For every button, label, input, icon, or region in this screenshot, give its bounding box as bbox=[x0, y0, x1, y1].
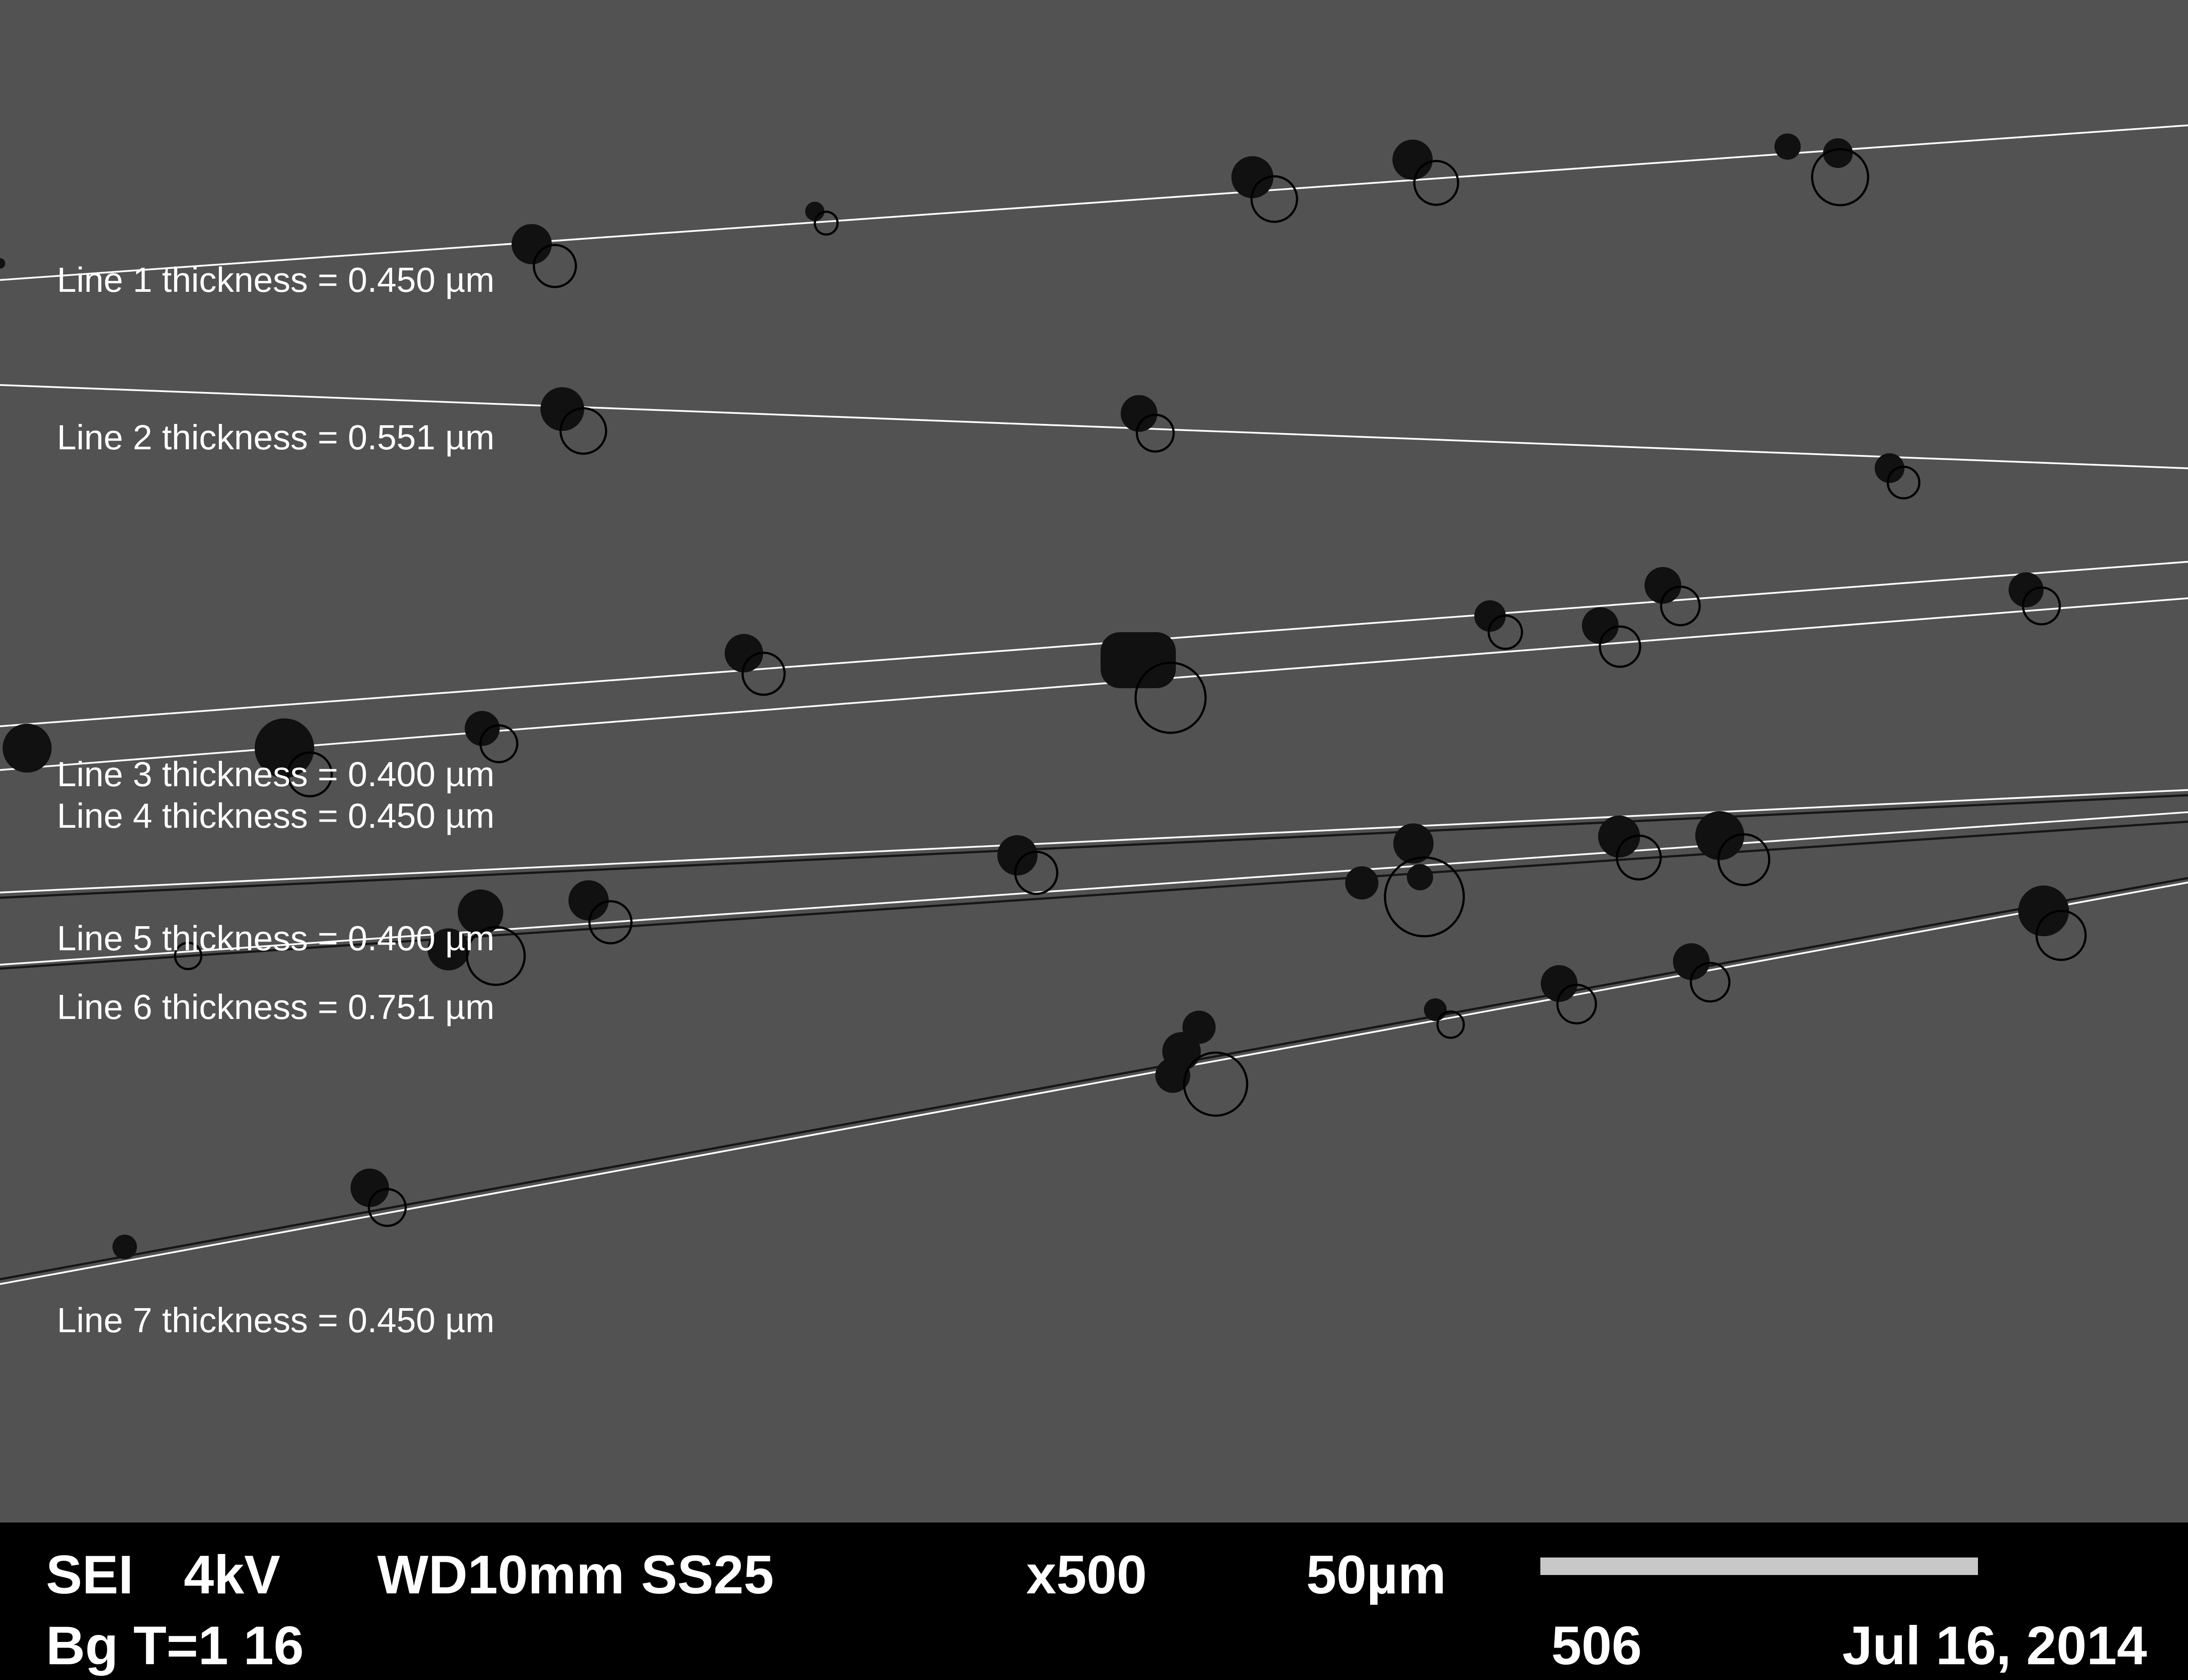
outline-circle bbox=[1599, 625, 1641, 668]
line-4-label: Line 4 thickness = 0.450 µm bbox=[57, 796, 494, 835]
outline-circle bbox=[1384, 856, 1465, 938]
outline-circle bbox=[479, 724, 519, 763]
outline-circle bbox=[1616, 834, 1662, 881]
particle bbox=[1101, 632, 1176, 688]
fiber-7 bbox=[0, 881, 2188, 1285]
outline-circle bbox=[2022, 586, 2061, 626]
particle bbox=[2009, 572, 2044, 607]
particle bbox=[1393, 823, 1434, 864]
outline-circle bbox=[1811, 148, 1869, 206]
sem-info-bar: SEI 4kV WD10mm SS25 x500 50µm Bg T=1 16 … bbox=[0, 1522, 2188, 1680]
outline-circle bbox=[1014, 850, 1059, 895]
accelerating-voltage: 4kV bbox=[184, 1545, 281, 1605]
outline-circle bbox=[1690, 962, 1731, 1003]
outline-circle bbox=[1250, 175, 1298, 223]
particle bbox=[1474, 600, 1506, 632]
line-3-label: Line 3 thickness = 0.400 µm bbox=[57, 755, 494, 794]
outline-circle bbox=[466, 926, 526, 986]
particle bbox=[1424, 998, 1447, 1021]
fiber-shadow-5 bbox=[0, 794, 2188, 899]
fiber-3 bbox=[0, 561, 2188, 727]
line-7-label: Line 7 thickness = 0.450 µm bbox=[57, 1301, 494, 1340]
particle bbox=[2018, 886, 2069, 936]
outline-circle bbox=[1886, 466, 1921, 500]
outline-circle bbox=[1134, 662, 1207, 734]
outline-circle bbox=[1136, 413, 1175, 453]
particle bbox=[1392, 140, 1433, 180]
image-number: 506 bbox=[1551, 1616, 1642, 1676]
particle bbox=[1121, 395, 1157, 432]
outline-circle bbox=[287, 751, 333, 798]
outline-circle bbox=[1717, 833, 1771, 886]
outline-circle bbox=[2035, 910, 2087, 961]
outline-circle bbox=[368, 1188, 407, 1227]
fiber-shadow-7 bbox=[0, 877, 2188, 1281]
outline-circle bbox=[174, 942, 203, 970]
particle bbox=[1345, 866, 1378, 900]
scale-label: 50µm bbox=[1306, 1545, 1446, 1605]
particle bbox=[568, 880, 609, 920]
particle bbox=[1231, 156, 1273, 198]
particle bbox=[112, 1235, 137, 1259]
fiber-shadows bbox=[0, 794, 2188, 1281]
particle bbox=[1582, 607, 1619, 644]
particle bbox=[1541, 965, 1578, 1002]
outline-circle bbox=[1487, 614, 1523, 650]
particle bbox=[1673, 943, 1710, 980]
particle bbox=[0, 258, 5, 269]
particle bbox=[1823, 138, 1853, 168]
outline-circle bbox=[1556, 984, 1597, 1025]
fiber-2 bbox=[0, 384, 2188, 469]
line-1-label: Line 1 thickness = 0.450 µm bbox=[57, 260, 494, 299]
particle bbox=[1598, 816, 1640, 858]
outline-circle bbox=[559, 407, 607, 455]
spot-size: SS25 bbox=[641, 1545, 774, 1605]
particle bbox=[725, 634, 763, 672]
magnification: x500 bbox=[1026, 1545, 1147, 1605]
working-distance: WD10mm bbox=[377, 1545, 625, 1605]
particle bbox=[465, 711, 500, 746]
particle bbox=[805, 202, 824, 221]
imaging-mode: SEI bbox=[46, 1545, 133, 1605]
particles bbox=[0, 133, 2069, 1259]
sem-micrograph: Line 1 thickness = 0.450 µm Line 2 thick… bbox=[0, 0, 2188, 1522]
line-6-label: Line 6 thickness = 0.751 µm bbox=[57, 987, 494, 1026]
particle bbox=[512, 224, 552, 264]
particle bbox=[1155, 1058, 1190, 1093]
outline-circle bbox=[1436, 1010, 1465, 1039]
outline-circle bbox=[1183, 1051, 1248, 1117]
outline-circle bbox=[588, 900, 633, 945]
particle bbox=[351, 1169, 389, 1207]
outline-circle bbox=[533, 244, 577, 288]
acquisition-date: Jul 16, 2014 bbox=[1842, 1616, 2147, 1676]
outline-circle bbox=[813, 210, 839, 236]
outline-circle bbox=[1660, 585, 1701, 626]
particle bbox=[540, 387, 584, 431]
particle bbox=[1875, 453, 1904, 483]
outline-circle bbox=[741, 651, 786, 696]
outline-circles bbox=[174, 148, 2087, 1227]
fiber-6 bbox=[0, 811, 2188, 966]
background-setting: Bg T=1 16 bbox=[46, 1616, 304, 1676]
particle bbox=[997, 835, 1038, 875]
particle bbox=[255, 718, 314, 778]
line-5-label: Line 5 thickness = 0.400 µm bbox=[57, 919, 494, 958]
fiber-shadow-6 bbox=[0, 820, 2188, 970]
particle bbox=[1774, 133, 1801, 160]
micrograph-graphics bbox=[0, 124, 2188, 1285]
particle bbox=[1407, 864, 1433, 890]
particle bbox=[1645, 567, 1681, 604]
outline-circle bbox=[1413, 160, 1459, 206]
particle bbox=[3, 724, 52, 773]
particle bbox=[428, 928, 470, 970]
line-2-label: Line 2 thickness = 0.551 µm bbox=[57, 418, 494, 457]
fiber-1 bbox=[0, 124, 2188, 281]
scale-bar bbox=[1540, 1558, 1978, 1575]
fiber-lines bbox=[0, 124, 2188, 1285]
fiber-5 bbox=[0, 789, 2188, 893]
particle bbox=[1695, 811, 1744, 860]
particle bbox=[458, 889, 503, 935]
fiber-4 bbox=[0, 597, 2188, 771]
